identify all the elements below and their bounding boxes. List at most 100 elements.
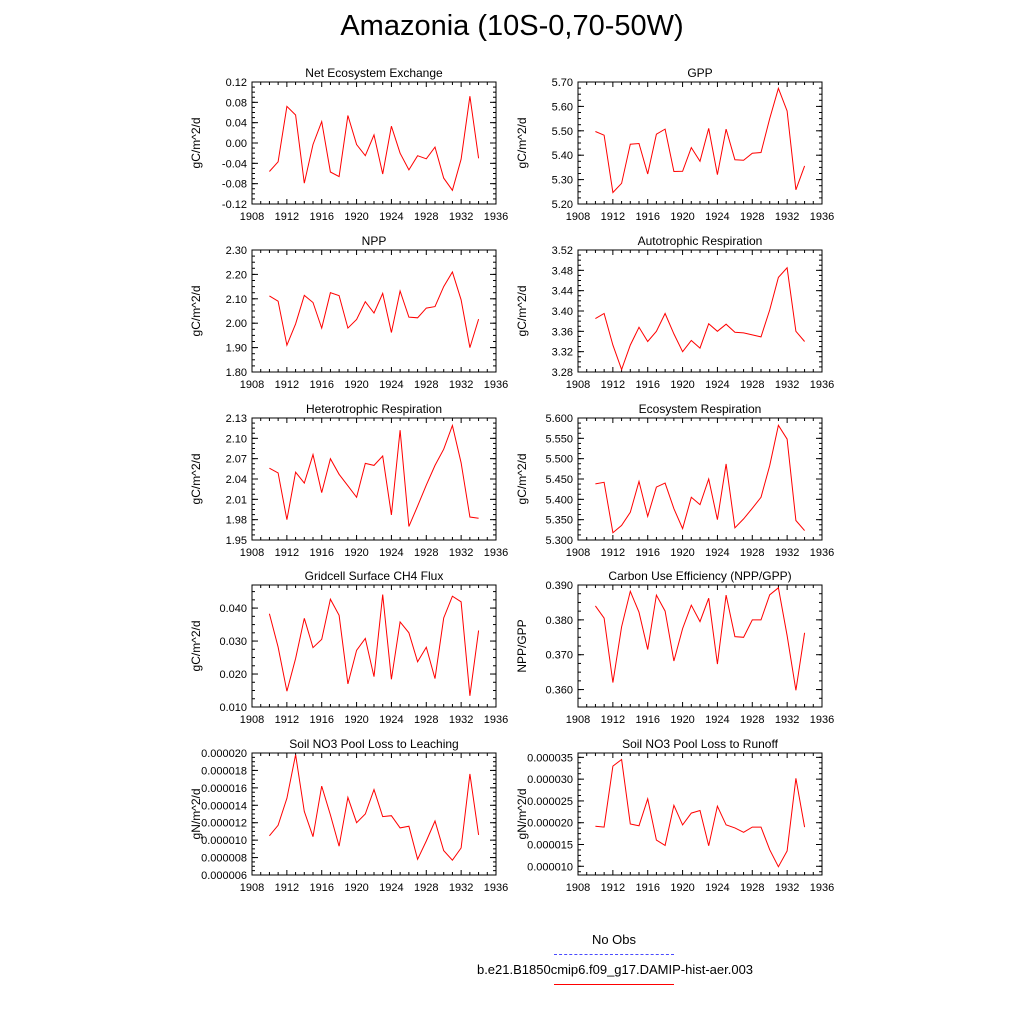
series-line — [269, 270, 480, 348]
x-tick-label: 1932 — [449, 379, 473, 391]
x-tick-label: 1928 — [740, 714, 764, 726]
y-tick-label: 0.000006 — [201, 870, 247, 882]
plot-frame — [577, 249, 823, 373]
y-tick-label: 5.300 — [545, 535, 573, 547]
plot-frame — [251, 584, 497, 708]
chart-panel: Net Ecosystem Exchange gC/m^2/d 1908 1912 19… — [189, 66, 508, 223]
y-tick-label: 0.000025 — [527, 796, 573, 808]
x-tick-label: 1924 — [705, 547, 729, 559]
y-axis-label: gC/m^2/d — [515, 454, 529, 505]
panel-title: Net Ecosystem Exchange — [305, 66, 443, 80]
x-tick-label: 1908 — [566, 714, 590, 726]
y-tick-label: 5.450 — [545, 474, 573, 486]
panel-title: Carbon Use Efficiency (NPP/GPP) — [608, 569, 791, 583]
x-tick-label: 1936 — [484, 211, 508, 223]
y-tick-label: 3.48 — [552, 265, 573, 277]
x-tick-label: 1928 — [414, 379, 438, 391]
y-tick-label: 2.01 — [226, 494, 247, 506]
y-tick-label: 0.000012 — [201, 818, 247, 830]
x-tick-label: 1936 — [810, 714, 834, 726]
y-tick-label: 0.000018 — [201, 765, 247, 777]
x-tick-label: 1916 — [309, 714, 333, 726]
series-line — [595, 423, 805, 534]
y-tick-label: 5.600 — [545, 413, 573, 425]
x-tick-label: 1916 — [309, 379, 333, 391]
y-tick-label: 2.00 — [226, 318, 247, 330]
x-tick-label: 1924 — [705, 882, 729, 894]
y-tick-label: 0.04 — [226, 118, 247, 130]
plot-frame — [577, 584, 823, 708]
panel-title: Heterotrophic Respiration — [306, 402, 442, 416]
y-tick-label: 0.00 — [226, 138, 247, 150]
y-tick-label: 0.000014 — [201, 800, 247, 812]
x-tick-label: 1936 — [484, 547, 508, 559]
series-line — [594, 586, 806, 691]
x-tick-label: 1912 — [601, 714, 625, 726]
chart-panel: Heterotrophic Respiration gC/m^2/d 1908 191… — [189, 402, 508, 559]
x-tick-label: 1928 — [414, 547, 438, 559]
y-tick-label: 0.370 — [545, 650, 573, 662]
y-tick-label: 3.32 — [552, 347, 573, 359]
x-tick-label: 1932 — [775, 882, 799, 894]
x-tick-label: 1916 — [635, 882, 659, 894]
plot-frame — [251, 752, 497, 876]
y-axis-label: gC/m^2/d — [515, 286, 529, 337]
y-tick-label: 0.000020 — [527, 818, 573, 830]
x-tick-label: 1928 — [414, 882, 438, 894]
x-tick-label: 1932 — [775, 379, 799, 391]
panel-title: GPP — [687, 66, 712, 80]
x-tick-label: 1920 — [344, 547, 368, 559]
y-tick-label: 1.98 — [226, 515, 247, 527]
x-tick-label: 1928 — [414, 714, 438, 726]
y-tick-label: 1.90 — [226, 343, 247, 355]
x-tick-label: 1912 — [601, 547, 625, 559]
x-tick-label: 1908 — [240, 714, 264, 726]
y-tick-label: 0.030 — [219, 636, 247, 648]
x-tick-label: 1932 — [775, 547, 799, 559]
x-tick-label: 1936 — [810, 882, 834, 894]
series-line — [269, 754, 480, 861]
x-tick-label: 1924 — [705, 379, 729, 391]
y-tick-label: 5.400 — [545, 494, 573, 506]
x-tick-label: 1916 — [309, 211, 333, 223]
y-tick-label: 0.040 — [219, 603, 247, 615]
y-tick-label: 5.50 — [552, 126, 573, 138]
y-tick-label: 0.020 — [219, 669, 247, 681]
x-tick-label: 1912 — [275, 714, 299, 726]
x-tick-label: 1912 — [275, 547, 299, 559]
legend-model-line — [554, 984, 674, 985]
y-tick-label: -0.12 — [222, 199, 247, 211]
x-tick-label: 1912 — [275, 379, 299, 391]
y-tick-label: 2.10 — [226, 294, 247, 306]
x-tick-label: 1920 — [344, 211, 368, 223]
x-tick-label: 1928 — [740, 211, 764, 223]
y-tick-label: 1.95 — [226, 535, 247, 547]
panel-title: Soil NO3 Pool Loss to Runoff — [622, 737, 779, 751]
chart-panel: Gridcell Surface CH4 Flux gC/m^2/d 1908 191… — [189, 569, 508, 726]
x-tick-label: 1928 — [414, 211, 438, 223]
x-tick-label: 1924 — [379, 714, 403, 726]
y-tick-label: -0.08 — [222, 179, 247, 191]
y-tick-label: 0.000016 — [201, 783, 247, 795]
legend-obs-label: No Obs — [591, 932, 637, 947]
series-line — [269, 423, 479, 527]
x-tick-label: 1924 — [379, 211, 403, 223]
x-tick-label: 1912 — [275, 211, 299, 223]
chart-panel: Soil NO3 Pool Loss to Runoff gN/m^2/d 1908… — [515, 737, 834, 894]
x-tick-label: 1920 — [670, 379, 694, 391]
y-tick-label: 0.010 — [219, 702, 247, 714]
plot-frame — [251, 417, 497, 541]
y-tick-label: 0.12 — [226, 77, 247, 89]
x-tick-label: 1936 — [810, 211, 834, 223]
chart-panel: Autotrophic Respiration gC/m^2/d 1908 1912 1… — [515, 234, 834, 391]
y-tick-label: 5.70 — [552, 77, 573, 89]
y-tick-label: 5.60 — [552, 101, 573, 113]
x-tick-label: 1920 — [344, 882, 368, 894]
x-tick-label: 1908 — [566, 379, 590, 391]
x-tick-label: 1936 — [484, 379, 508, 391]
y-tick-label: 3.44 — [552, 286, 573, 298]
y-tick-label: 0.000035 — [527, 752, 573, 764]
y-tick-label: 3.40 — [552, 306, 573, 318]
x-tick-label: 1932 — [449, 882, 473, 894]
y-axis-label: gC/m^2/d — [189, 118, 203, 169]
